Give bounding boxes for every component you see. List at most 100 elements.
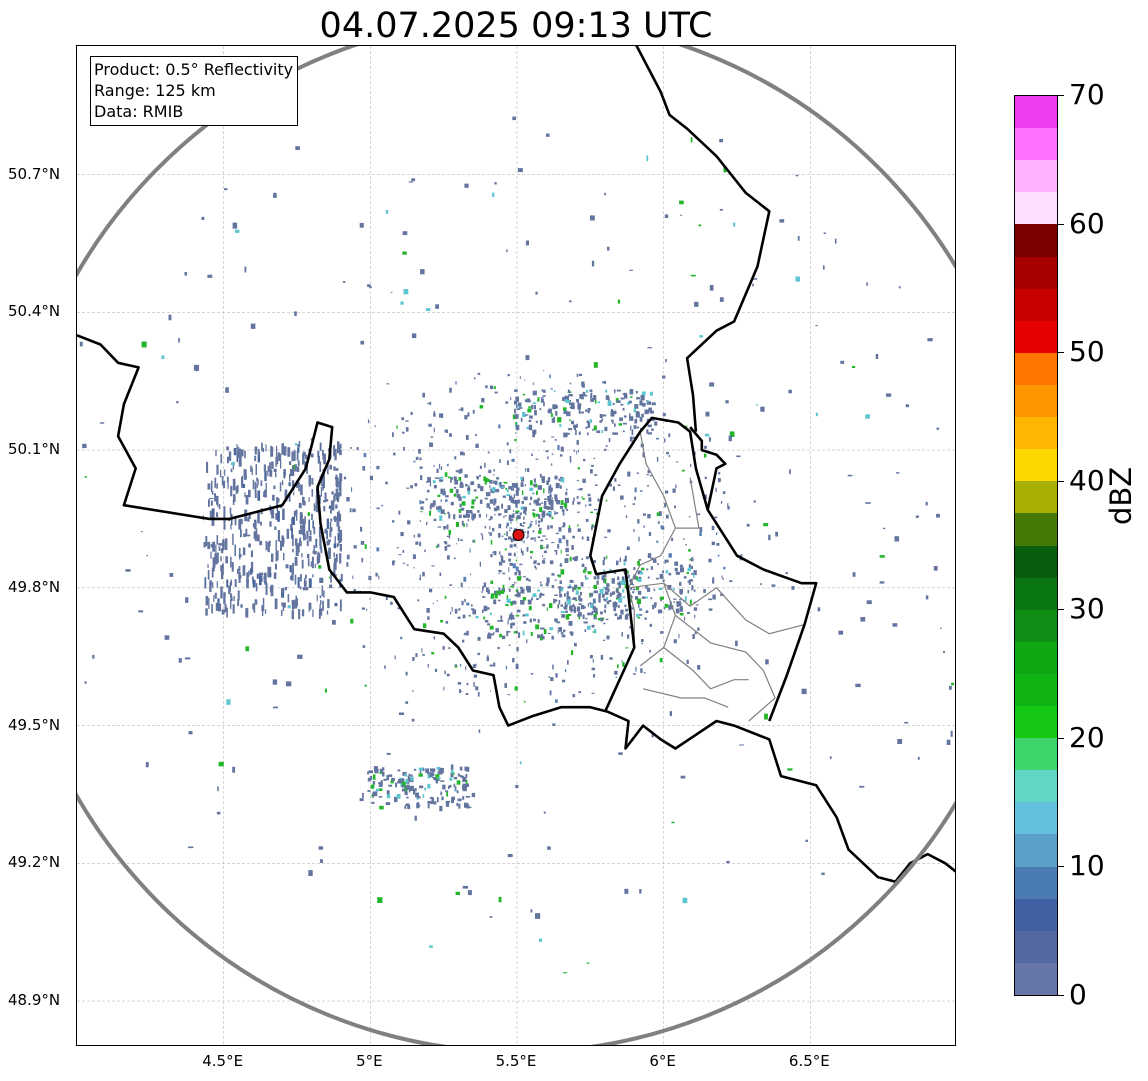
echo-pixel	[230, 523, 232, 530]
echo-pixel	[374, 768, 379, 774]
echo-pixel	[338, 541, 340, 547]
echo-pixel	[687, 590, 690, 594]
echo-pixel	[651, 419, 655, 421]
echo-pixel	[581, 558, 583, 561]
echo-pixel	[82, 443, 87, 449]
radar-map[interactable]	[76, 45, 956, 1046]
echo-pixel	[240, 604, 243, 608]
echo-pixel	[601, 429, 604, 434]
echo-pixel	[632, 673, 636, 675]
echo-pixel	[280, 459, 282, 469]
echo-pixel	[576, 373, 579, 377]
echo-pixel	[531, 453, 533, 456]
echo-pixel	[339, 443, 342, 449]
echo-pixel	[291, 480, 295, 491]
colorbar-segment	[1015, 705, 1057, 739]
echo-pixel	[176, 401, 179, 404]
echo-pixel	[524, 379, 526, 381]
echo-pixel	[505, 604, 509, 607]
echo-pixel	[267, 465, 270, 472]
echo-pixel	[250, 550, 253, 558]
echo-pixel	[546, 513, 549, 516]
echo-pixel	[593, 601, 596, 604]
echo-pixel	[462, 614, 466, 619]
echo-pixel	[289, 474, 291, 482]
echo-pixel	[684, 596, 687, 602]
echo-pixel	[306, 465, 308, 474]
echo-pixel	[458, 608, 461, 611]
echo-pixel	[281, 443, 284, 455]
echo-pixel	[523, 540, 525, 544]
echo-pixel	[582, 478, 586, 483]
echo-pixel	[317, 456, 320, 464]
echo-pixel	[413, 791, 416, 795]
echo-pixel	[294, 574, 297, 585]
echo-pixel	[550, 677, 554, 682]
echo-pixel	[543, 370, 545, 372]
echo-pixel	[563, 432, 568, 438]
echo-pixel	[631, 430, 634, 436]
colorbar-tick-label: 30	[1069, 592, 1105, 626]
echo-pixel	[591, 464, 594, 467]
echo-pixel	[467, 510, 473, 514]
echo-pixel	[519, 512, 522, 515]
echo-pixel	[443, 686, 445, 691]
echo-pixel	[655, 577, 659, 580]
echo-pixel	[329, 584, 333, 589]
echo-pixel	[446, 791, 449, 797]
echo-pixel	[454, 479, 458, 485]
echo-pixel	[524, 399, 528, 403]
echo-pixel	[654, 421, 658, 426]
echo-pixel	[548, 408, 552, 414]
echo-pixel	[548, 632, 551, 634]
echo-pixel	[514, 572, 517, 576]
echo-pixel	[563, 502, 568, 508]
echo-pixel	[571, 406, 575, 410]
echo-pixel	[298, 609, 301, 620]
echo-pixel	[275, 445, 278, 457]
echo-pixel	[422, 571, 425, 577]
echo-pixel	[739, 744, 745, 746]
echo-pixel	[268, 540, 271, 547]
echo-pixel	[547, 511, 552, 515]
echo-pixel	[585, 409, 588, 412]
echo-pixel	[280, 540, 282, 551]
echo-pixel	[460, 481, 463, 485]
echo-pixel	[432, 500, 436, 506]
echo-pixel	[523, 531, 526, 533]
echo-pixel	[614, 391, 616, 394]
echo-pixel	[461, 520, 464, 526]
echo-pixel	[555, 512, 559, 514]
echo-pixel	[483, 476, 487, 481]
echo-pixel	[634, 487, 637, 493]
echo-pixel	[309, 530, 312, 536]
radar-map-canvas[interactable]	[77, 46, 956, 1046]
echo-pixel	[300, 574, 302, 582]
echo-pixel	[221, 563, 224, 576]
echo-pixel	[823, 265, 825, 270]
echo-pixel	[479, 499, 483, 504]
echo-pixel	[617, 664, 619, 669]
echo-pixel	[426, 521, 428, 525]
echo-pixel	[430, 436, 434, 438]
echo-pixel	[543, 629, 547, 634]
echo-pixel	[576, 480, 579, 482]
echo-pixel	[531, 597, 533, 601]
colorbar-tick-mark	[1058, 480, 1064, 482]
echo-pixel	[499, 551, 501, 555]
echo-pixel	[471, 499, 475, 505]
echo-pixel	[638, 536, 640, 542]
echo-pixel	[489, 499, 494, 504]
echo-pixel	[412, 657, 415, 661]
echo-pixel	[229, 581, 231, 592]
echo-pixel	[647, 576, 650, 579]
echo-pixel	[412, 690, 414, 692]
echo-pixel	[293, 491, 295, 496]
echo-pixel	[223, 518, 226, 530]
echo-pixel	[238, 456, 242, 467]
echo-pixel	[525, 512, 527, 516]
echo-pixel	[285, 681, 292, 687]
echo-pixel	[410, 776, 414, 781]
echo-pixel	[537, 562, 540, 566]
echo-pixel	[634, 404, 639, 409]
